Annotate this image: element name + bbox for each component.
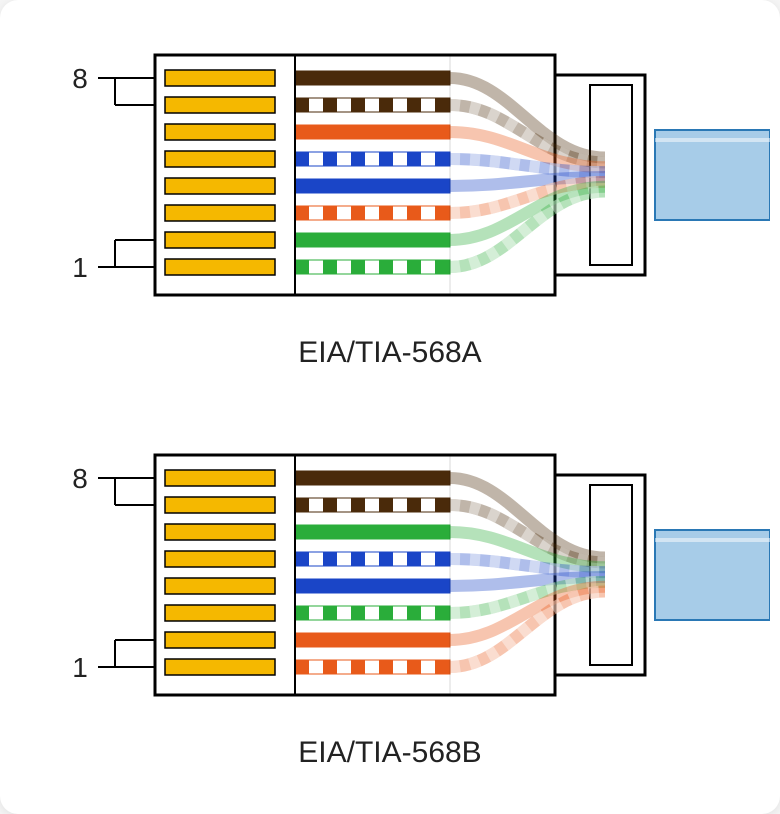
diagram-568a: 81 EIA/TIA-568A bbox=[0, 10, 780, 370]
caption-568b: EIA/TIA-568B bbox=[0, 736, 780, 770]
connector-svg-568b: 81 bbox=[10, 410, 770, 730]
svg-text:1: 1 bbox=[72, 252, 88, 283]
diagram-card: 81 EIA/TIA-568A 81 EIA/TIA-568B bbox=[0, 0, 780, 814]
connector-svg-568a: 81 bbox=[10, 10, 770, 330]
svg-text:1: 1 bbox=[72, 652, 88, 683]
svg-text:8: 8 bbox=[72, 463, 88, 494]
caption-568a: EIA/TIA-568A bbox=[0, 336, 780, 370]
svg-text:8: 8 bbox=[72, 63, 88, 94]
diagram-568b: 81 EIA/TIA-568B bbox=[0, 410, 780, 770]
